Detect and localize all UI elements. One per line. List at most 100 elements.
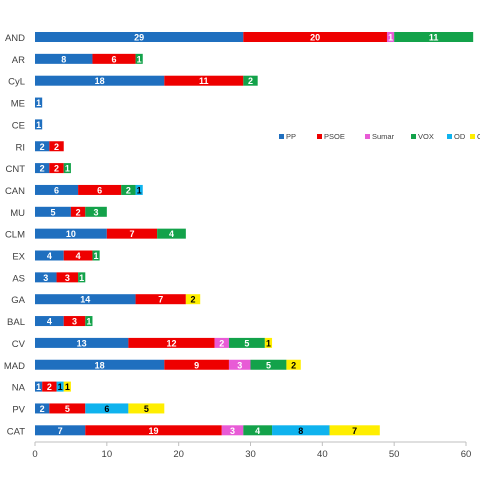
category-label: CyL bbox=[8, 77, 25, 88]
bar-segment-pp bbox=[35, 119, 43, 130]
legend-swatch-oi bbox=[470, 134, 475, 139]
bar-segment-psoe bbox=[63, 250, 93, 261]
data-label: 1 bbox=[58, 382, 63, 392]
category-label: MU bbox=[10, 208, 25, 219]
bar-segment-oi bbox=[329, 425, 380, 436]
category-label: CV bbox=[12, 339, 26, 350]
data-label: 6 bbox=[54, 185, 59, 195]
bar-segment-vox bbox=[78, 272, 86, 283]
bar-segment-pp bbox=[35, 294, 136, 305]
category-label: PV bbox=[12, 404, 25, 415]
category-label: CE bbox=[12, 120, 25, 131]
data-label: 20 bbox=[310, 33, 320, 43]
data-label: 3 bbox=[43, 273, 48, 283]
bar-segment-vox bbox=[121, 184, 136, 195]
bar-segment-oi bbox=[286, 359, 301, 370]
legend-label-psoe: PSOE bbox=[324, 132, 345, 141]
category-label: EX bbox=[12, 252, 25, 263]
x-tick-label: 30 bbox=[245, 449, 256, 460]
bar-segment-psoe bbox=[135, 294, 186, 305]
x-tick-label: 60 bbox=[461, 449, 472, 460]
bar-segment-vox bbox=[63, 163, 71, 174]
data-label: 29 bbox=[134, 33, 144, 43]
bar-segment-psoe bbox=[243, 32, 387, 42]
bar-segment-vox bbox=[92, 250, 100, 261]
category-label: CLM bbox=[5, 230, 25, 241]
bar-segment-psoe bbox=[128, 337, 215, 348]
legend-label-pp: PP bbox=[286, 132, 296, 141]
bar-segment-psoe bbox=[85, 425, 222, 436]
data-label: 1 bbox=[266, 338, 271, 348]
data-label: 2 bbox=[126, 185, 131, 195]
data-label: 2 bbox=[248, 76, 253, 86]
data-label: 13 bbox=[77, 338, 87, 348]
bar-segment-pp bbox=[35, 425, 86, 436]
bar-segment-psoe bbox=[164, 75, 244, 86]
bar-segment-pp bbox=[35, 184, 79, 195]
bar-segment-psoe bbox=[63, 316, 86, 327]
data-label: 18 bbox=[95, 360, 105, 370]
data-label: 2 bbox=[191, 295, 196, 305]
legend-swatch-psoe bbox=[317, 134, 322, 139]
bar-segment-vox bbox=[85, 316, 93, 327]
data-label: 4 bbox=[47, 251, 52, 261]
category-label: AR bbox=[12, 55, 25, 66]
data-label: 5 bbox=[266, 360, 271, 370]
bar-segment-psoe bbox=[92, 53, 136, 64]
x-tick-label: 20 bbox=[173, 449, 184, 460]
bar-segment-psoe bbox=[56, 272, 79, 283]
data-label: 7 bbox=[58, 426, 63, 436]
legend-label-oi: OI bbox=[477, 132, 480, 141]
category-label: CAT bbox=[7, 426, 25, 437]
legend-swatch-od bbox=[447, 134, 452, 139]
bar-segment-pp bbox=[35, 272, 57, 283]
data-label: 10 bbox=[66, 229, 76, 239]
data-label: 2 bbox=[76, 207, 81, 217]
category-label: ME bbox=[11, 99, 25, 110]
bar-segment-oi bbox=[185, 294, 201, 305]
x-axis: 0 10 20 30 40 50 60 bbox=[32, 441, 472, 460]
x-tick-label: 50 bbox=[389, 449, 400, 460]
data-label: 7 bbox=[129, 229, 134, 239]
bar-segment-pp bbox=[35, 228, 107, 239]
data-label: 12 bbox=[166, 338, 176, 348]
bar-segment-vox bbox=[394, 32, 474, 42]
bar-segment-pp bbox=[35, 97, 43, 108]
bar-segment-sumar bbox=[386, 32, 395, 42]
data-label: 3 bbox=[65, 273, 70, 283]
legend-label-od: OD bbox=[454, 132, 466, 141]
bar-segment-psoe bbox=[164, 359, 229, 370]
data-label: 1 bbox=[36, 120, 41, 130]
data-label: 9 bbox=[194, 360, 199, 370]
category-label: MAD bbox=[4, 361, 25, 372]
data-label: 1 bbox=[94, 251, 99, 261]
bar-segment-pp bbox=[35, 75, 165, 86]
category-label: CAN bbox=[5, 186, 25, 197]
bar-segment-vox bbox=[250, 359, 287, 370]
bar-segment-pp bbox=[35, 206, 71, 217]
bar-segment-pp bbox=[35, 250, 64, 261]
legend-swatch-pp bbox=[279, 134, 284, 139]
data-label: 2 bbox=[54, 164, 59, 174]
data-label: 7 bbox=[352, 426, 357, 436]
category-label: NA bbox=[12, 383, 26, 394]
legend-label-sumar: Sumar bbox=[372, 132, 395, 141]
data-label: 2 bbox=[40, 404, 45, 414]
bar-segment-pp bbox=[35, 53, 93, 64]
bar-segment-od bbox=[135, 184, 143, 195]
bar-segment-vox bbox=[157, 228, 186, 239]
data-label: 3 bbox=[230, 426, 235, 436]
data-label: 3 bbox=[72, 317, 77, 327]
data-label: 19 bbox=[149, 426, 159, 436]
category-label: BAL bbox=[7, 317, 25, 328]
data-label: 3 bbox=[237, 360, 242, 370]
data-label: 4 bbox=[169, 229, 174, 239]
bar-segment-vox bbox=[228, 337, 265, 348]
data-label: 11 bbox=[199, 76, 209, 86]
x-tick-label: 10 bbox=[102, 449, 113, 460]
bar-segment-sumar bbox=[221, 425, 244, 436]
bar-segment-pp bbox=[35, 141, 50, 152]
